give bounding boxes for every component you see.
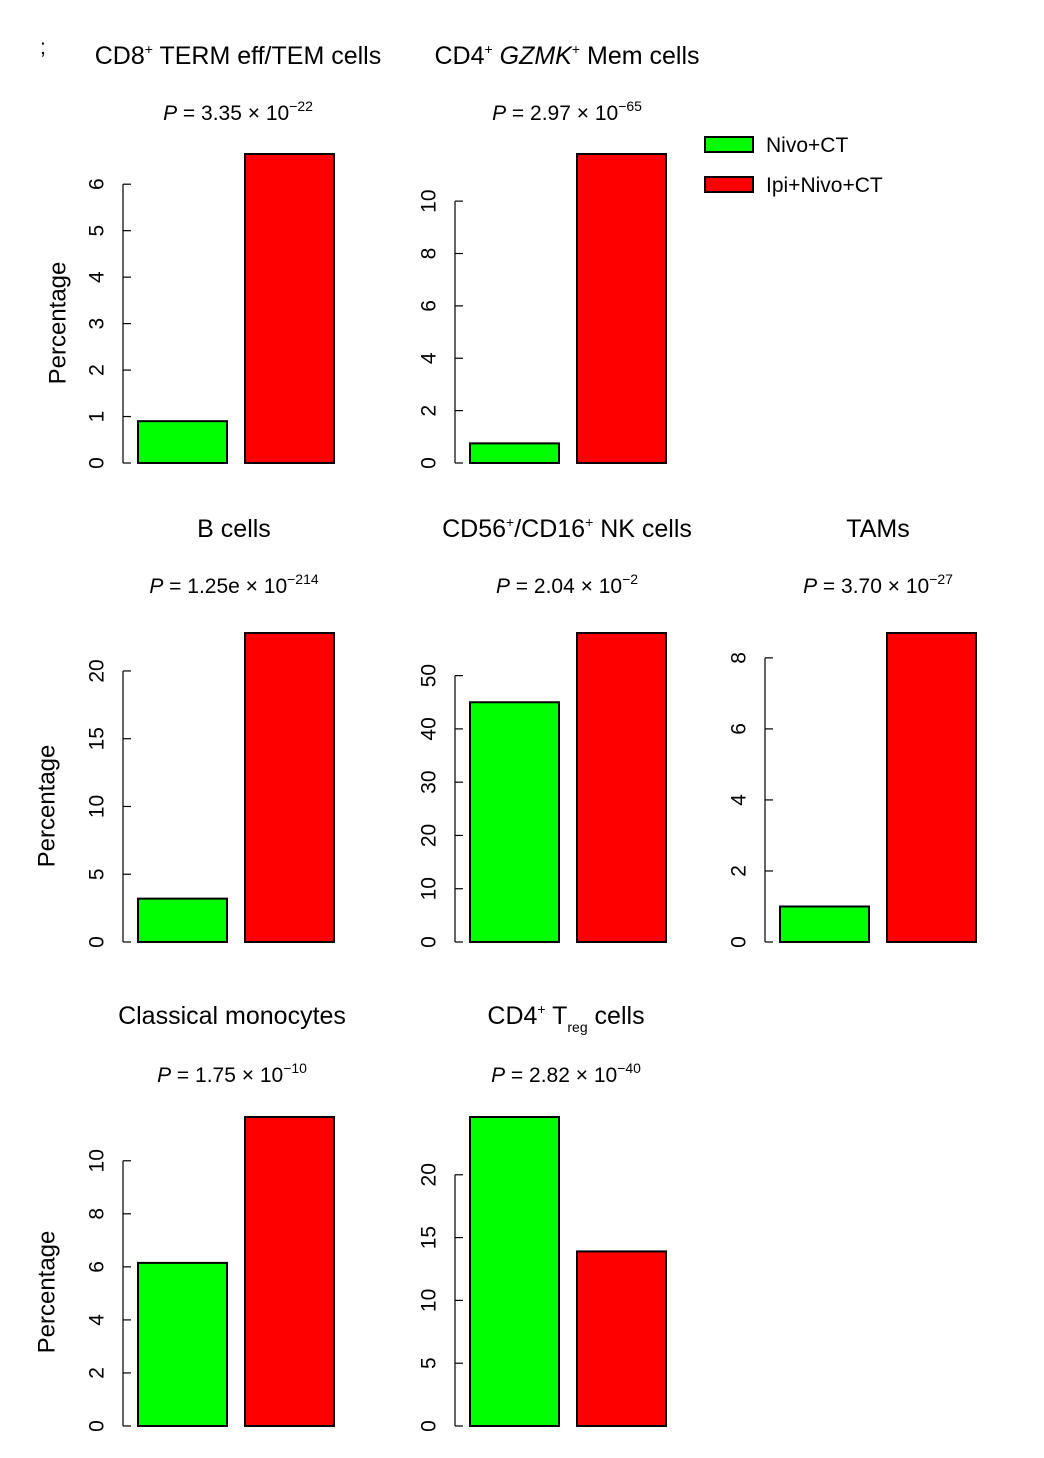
y-tick-label: 20 [418,1163,441,1186]
y-tick-label: 5 [418,1357,441,1369]
bar-ipi-nivo-ct [576,632,667,943]
panel-title: CD56+/CD16+ NK cells [442,514,692,543]
chart-panel-6: Classical monocytes P = 1.75 × 10−10 0 2 4 6 8… [34,1002,346,1432]
y-tick-label: 5 [86,868,109,880]
y-tick-label: 0 [86,457,109,469]
y-tick-label: 4 [728,794,751,806]
legend: Nivo+CT Ipi+Nivo+CT [704,134,883,197]
panel-title: CD8+ TERM eff/TEM cells [95,41,382,70]
y-tick-label: 10 [86,795,109,818]
chart-panel-3: B cells P = 1.25e × 10−214 0 5 10 15 20 Percent… [34,515,335,948]
bar-ipi-nivo-ct [244,1116,335,1427]
p-value: P = 3.35 × 10−22 [163,98,313,125]
bar-nivo-ct [469,701,560,943]
y-tick-label: 2 [418,405,441,417]
p-value: P = 1.75 × 10−10 [157,1060,307,1087]
y-tick-label: 4 [418,352,441,364]
panel-title: B cells [197,515,271,543]
y-axis-label: Percentage [34,1231,61,1354]
y-tick-label: 15 [86,727,109,750]
y-tick-label: 2 [86,364,109,376]
y-tick-label: 3 [86,318,109,330]
panel-title: TAMs [846,515,909,543]
bar-ipi-nivo-ct [576,1250,667,1428]
y-tick-label: 0 [86,936,109,948]
y-tick-label: 5 [86,225,109,237]
legend-label-nivo-ct: Nivo+CT [766,134,848,157]
legend-swatch-ipi-nivo-ct [704,176,754,193]
panel-title: Classical monocytes [118,1002,346,1030]
y-tick-label: 10 [86,1149,109,1172]
chart-panel-5: TAMs P = 3.70 × 10−27 0 2 4 6 8 [728,515,977,948]
y-tick-label: 10 [418,877,441,900]
p-value: P = 3.70 × 10−27 [803,571,953,598]
y-tick-label: 40 [418,717,441,740]
y-tick-label: 15 [418,1226,441,1249]
y-tick-label: 4 [86,1314,109,1326]
y-tick-label: 8 [418,248,441,260]
y-tick-label: 30 [418,770,441,793]
bar-nivo-ct [469,442,560,464]
y-axis-label: Percentage [45,262,72,385]
bar-ipi-nivo-ct [244,632,335,943]
y-tick-label: 2 [728,865,751,877]
p-value: P = 2.82 × 10−40 [491,1060,641,1087]
panel-title: CD4+ Treg cells [487,1001,644,1035]
y-tick-label: 0 [418,936,441,948]
y-tick-label: 20 [418,824,441,847]
y-tick-label: 0 [86,1420,109,1432]
y-tick-label: 10 [418,1289,441,1312]
p-value: P = 2.97 × 10−65 [492,98,642,125]
y-tick-label: 50 [418,664,441,687]
bar-ipi-nivo-ct [886,632,977,943]
chart-panel-7: CD4+ Treg cells P = 2.82 × 10−40 0 5 10 15 20 [418,1001,667,1432]
y-tick-label: 0 [418,457,441,469]
bar-nivo-ct [469,1116,560,1427]
y-tick-label: 0 [728,936,751,948]
y-tick-label: 0 [418,1420,441,1432]
chart-panel-2: CD4+ GZMK+ Mem cells P = 2.97 × 10−65 0 2 4 6… [418,41,700,469]
y-tick-label: 8 [728,652,751,664]
y-tick-label: 6 [728,723,751,735]
y-tick-label: 1 [86,411,109,423]
legend-label-ipi-nivo-ct: Ipi+Nivo+CT [766,174,883,197]
y-tick-label: 8 [86,1208,109,1220]
bar-ipi-nivo-ct [244,153,335,464]
y-tick-label: 6 [86,1261,109,1273]
y-tick-label: 2 [86,1367,109,1379]
y-tick-label: 6 [418,300,441,312]
stray-mark: ; [40,36,46,59]
p-value: P = 2.04 × 10−2 [496,571,638,598]
panel-title: CD4+ GZMK+ Mem cells [434,41,699,70]
bar-nivo-ct [137,1261,228,1428]
legend-swatch-nivo-ct [704,136,754,153]
y-tick-label: 10 [418,189,441,212]
chart-panel-1: CD8+ TERM eff/TEM cells P = 3.35 × 10−22 0… [45,41,382,469]
y-tick-label: 4 [86,271,109,283]
chart-panels: CD8+ TERM eff/TEM cells P = 3.35 × 10−22 0… [34,41,977,1432]
y-tick-label: 20 [86,659,109,682]
bar-nivo-ct [137,420,228,464]
y-tick-label: 6 [86,178,109,190]
bar-ipi-nivo-ct [576,153,667,464]
chart-panel-4: CD56+/CD16+ NK cells P = 2.04 × 10−2 0 10 20… [418,514,692,948]
p-value: P = 1.25e × 10−214 [149,571,319,598]
bar-nivo-ct [779,905,870,944]
bar-nivo-ct [137,897,228,944]
y-axis-label: Percentage [34,745,61,868]
